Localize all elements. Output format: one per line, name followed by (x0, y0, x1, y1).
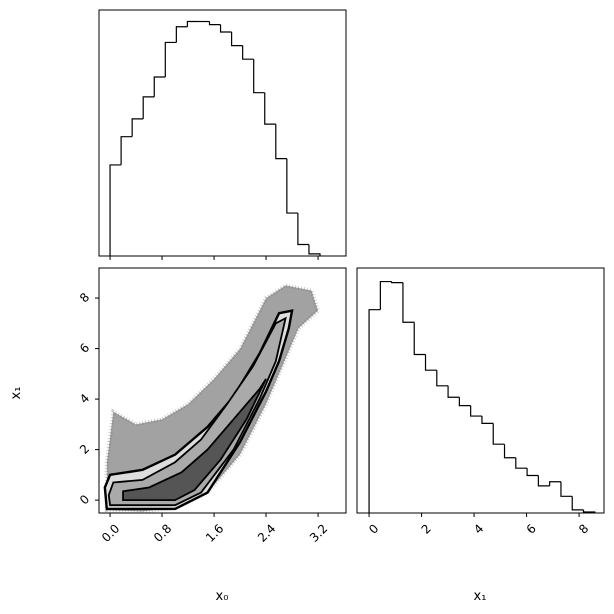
hist-bin (582, 509, 596, 513)
hist-bin (560, 481, 573, 497)
hist-bin (186, 20, 199, 27)
y-axis-label: x₁ (9, 387, 24, 400)
hist-bin (286, 158, 298, 214)
x-tick-label: 0.8 (151, 521, 174, 544)
hist-bin (391, 281, 403, 284)
hist-bin (470, 405, 482, 417)
hist-bin (308, 244, 321, 256)
hist-bin (413, 322, 426, 356)
hist-bin (458, 397, 471, 407)
hist-bin (109, 164, 122, 256)
hist-bin (208, 21, 221, 26)
hist-bin (379, 280, 392, 310)
x-tick-label: 4 (471, 521, 486, 536)
hist-bin (131, 118, 144, 137)
hist-bin (436, 370, 449, 387)
hist-bin (142, 96, 155, 119)
y-tick-label: 2 (77, 442, 92, 457)
x-tick-label: 0.0 (99, 521, 122, 544)
x-axis-label: x₁ (474, 589, 487, 604)
y-tick-label: 6 (77, 341, 92, 356)
y-tick-label: 0 (77, 492, 92, 507)
x-tick-label: 3.2 (307, 521, 330, 544)
hist-bin (368, 309, 381, 513)
hist-bin (219, 24, 232, 33)
axes-frame (356, 267, 605, 514)
hist-bin (297, 213, 309, 246)
hist-bin (402, 282, 415, 323)
x-tick-label: 2.4 (255, 521, 278, 544)
hist-bin (481, 416, 494, 424)
hist-bin (153, 76, 166, 97)
x-tick-label: 1.6 (203, 521, 226, 544)
hist-bin (503, 444, 516, 459)
hist-bin (175, 26, 188, 43)
hist-bin (120, 136, 133, 165)
x-tick-label: 2 (419, 521, 434, 536)
hist-bin (571, 496, 584, 511)
hist-bin (549, 481, 561, 486)
hist-bin (231, 31, 243, 47)
x-tick-label: 8 (576, 521, 591, 536)
hist-bin (253, 59, 265, 94)
axes-frame (98, 9, 347, 257)
hist-bin (275, 124, 287, 160)
x-tick-label: 6 (524, 521, 539, 536)
contour (122, 378, 267, 502)
y-tick-label: 8 (77, 290, 92, 305)
hist-bin (537, 475, 550, 487)
hist-bin (526, 468, 539, 477)
x-tick-label: 0 (366, 521, 381, 536)
hist-bin (424, 354, 437, 371)
hist-bin (492, 423, 505, 445)
x-axis-label: x₀ (216, 589, 229, 604)
hist-bin (447, 385, 460, 398)
axes-frame (98, 267, 347, 514)
hist-bin (164, 41, 177, 77)
y-tick-label: 4 (77, 391, 92, 406)
hist-bin (242, 45, 254, 60)
hist-bin (515, 457, 528, 469)
hist-bin (264, 92, 276, 125)
